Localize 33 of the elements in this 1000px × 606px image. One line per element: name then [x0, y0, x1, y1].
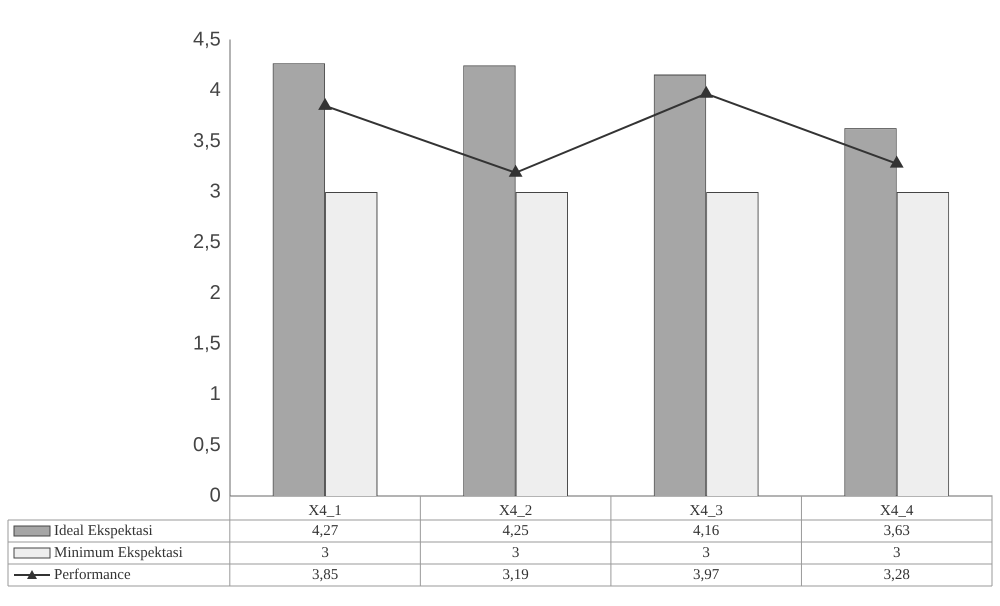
x-tick-label: X4_3	[690, 502, 723, 519]
x-tick-label: X4_1	[308, 502, 342, 519]
data-label: 3,19	[502, 566, 529, 583]
data-label: 3	[702, 544, 710, 561]
data-label: 4,25	[502, 522, 529, 539]
y-tick-label: 1,5	[192, 332, 221, 355]
data-label: 3	[321, 544, 329, 561]
data-label: 4,16	[693, 522, 720, 539]
y-tick-label: 0	[210, 484, 221, 507]
data-label: 3,85	[312, 566, 338, 583]
y-tick-label: 3	[210, 180, 221, 203]
y-tick-label: 3,5	[192, 130, 221, 152]
x-tick-label: X4_2	[498, 502, 532, 519]
data-label: 3	[512, 544, 520, 561]
legend-label: Ideal Ekspektasi	[54, 522, 153, 539]
x-tick-label: X4_4	[880, 502, 914, 519]
point	[890, 156, 903, 168]
point	[700, 86, 712, 98]
data-label: 3,28	[884, 566, 910, 583]
data-label: 3	[892, 544, 900, 561]
legend-label: Performance	[54, 566, 131, 583]
data-label: 3,63	[884, 522, 910, 539]
y-tick-label: 4	[210, 79, 221, 102]
point	[509, 166, 522, 177]
y-tick-label: 2,5	[192, 231, 221, 254]
y-tick-label: 0,5	[192, 434, 221, 456]
point	[318, 98, 332, 110]
y-tick-label: 4,5	[192, 28, 221, 51]
y-tick-label: 1	[210, 383, 221, 406]
y-tick-label: 2	[210, 282, 221, 304]
legend-label: Minimum Ekspektasi	[54, 544, 183, 561]
data-label: 4,27	[312, 522, 339, 539]
data-label: 3,97	[693, 566, 720, 583]
